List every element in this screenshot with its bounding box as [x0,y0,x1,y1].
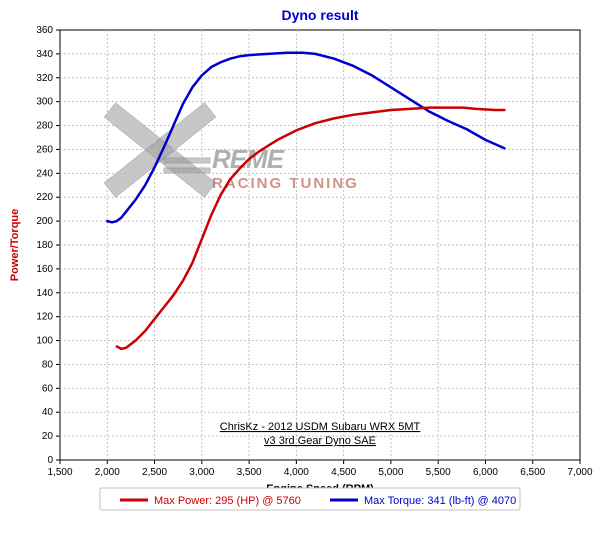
y-tick-label: 360 [36,25,53,36]
chart-svg: REMERACING TUNING 1,500 2,000 2,500 3,000 3,5… [0,0,600,534]
legend: Max Power: 295 (HP) @ 5760 Max Torque: 34… [100,488,520,510]
y-tick-label: 320 [36,73,53,84]
y-tick-label: 180 [36,240,53,251]
y-tick-label: 80 [42,359,54,370]
y-tick-label: 160 [36,264,53,275]
y-tick-label: 260 [36,144,53,155]
y-tick-label: 340 [36,49,53,60]
legend-label-torque: Max Torque: 341 (lb-ft) @ 4070 [364,495,516,507]
y-tick-label: 220 [36,192,53,203]
dyno-chart: REMERACING TUNING 1,500 2,000 2,500 3,000 3,5… [0,0,600,534]
y-tick-label: 200 [36,216,53,227]
x-tick-label: 4,000 [284,467,309,478]
y-tick-label: 280 [36,121,53,132]
y-tick-label: 100 [36,336,53,347]
x-tick-label: 7,000 [567,467,592,478]
chart-title: Dyno result [281,7,358,23]
x-tick-label: 1,500 [47,467,72,478]
legend-label-power: Max Power: 295 (HP) @ 5760 [154,495,301,507]
x-tick-label: 6,000 [473,467,498,478]
watermark: REMERACING TUNING [104,103,358,197]
grid: 1,500 2,000 2,500 3,000 3,500 4,000 4,500 5,000… [36,25,593,478]
y-tick-label: 0 [47,455,53,466]
x-tick-label: 5,500 [426,467,451,478]
watermark-tagline: RACING TUNING [212,175,359,192]
subtitle-line2: v3 3rd Gear Dyno SAE [264,435,376,447]
x-tick-label: 4,500 [331,467,356,478]
y-axis-label: Power/Torque [9,209,21,282]
x-tick-label: 3,500 [237,467,262,478]
y-tick-label: 20 [42,431,54,442]
y-tick-label: 300 [36,97,53,108]
y-tick-label: 60 [42,383,54,394]
x-tick-label: 6,500 [520,467,545,478]
x-tick-label: 3,000 [189,467,214,478]
x-tick-label: 2,000 [95,467,120,478]
y-tick-label: 120 [36,312,53,323]
y-tick-label: 240 [36,168,53,179]
y-tick-label: 40 [42,407,54,418]
subtitle-line1: ChrisKz - 2012 USDM Subaru WRX 5MT [220,421,421,433]
x-tick-label: 2,500 [142,467,167,478]
x-tick-label: 5,000 [378,467,403,478]
y-tick-label: 140 [36,288,53,299]
